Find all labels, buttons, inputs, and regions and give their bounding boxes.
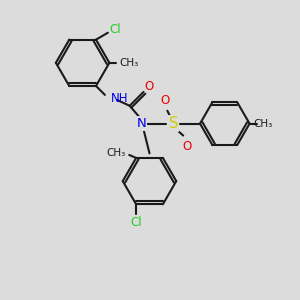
Text: CH₃: CH₃ xyxy=(120,58,139,68)
Text: O: O xyxy=(182,140,192,153)
Text: O: O xyxy=(161,94,170,107)
Text: O: O xyxy=(144,80,153,94)
Text: Cl: Cl xyxy=(109,23,121,36)
Text: N: N xyxy=(137,117,146,130)
Text: S: S xyxy=(169,116,178,131)
Text: CH₃: CH₃ xyxy=(254,118,273,129)
Text: NH: NH xyxy=(111,92,128,105)
Text: CH₃: CH₃ xyxy=(107,148,126,158)
Text: Cl: Cl xyxy=(130,216,142,229)
